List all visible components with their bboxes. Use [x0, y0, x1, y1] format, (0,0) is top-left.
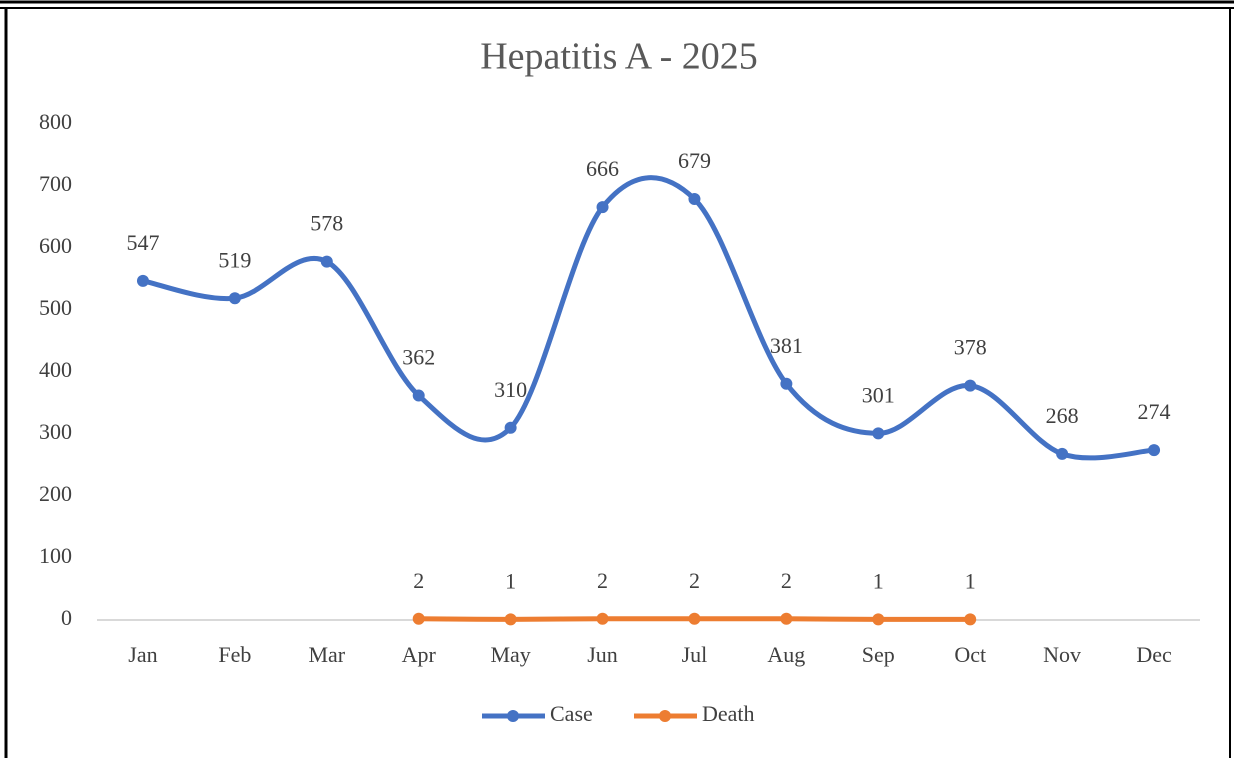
- data-label: 381: [770, 333, 803, 358]
- data-point: [596, 201, 609, 214]
- y-tick-label: 800: [39, 109, 72, 134]
- data-label: 362: [402, 345, 435, 370]
- data-point: [504, 421, 517, 434]
- data-point: [136, 274, 149, 287]
- data-label: 2: [689, 568, 700, 593]
- data-point: [688, 612, 701, 625]
- x-tick-label: May: [490, 642, 530, 667]
- data-label: 578: [310, 211, 343, 236]
- x-tick-label: Sep: [862, 642, 895, 667]
- data-point: [412, 612, 425, 625]
- legend-marker: [659, 710, 671, 722]
- y-tick-label: 700: [39, 171, 72, 196]
- x-tick-label: Jun: [587, 642, 618, 667]
- data-point: [964, 613, 977, 626]
- y-tick-label: 600: [39, 233, 72, 258]
- data-label: 2: [597, 568, 608, 593]
- x-tick-label: Feb: [218, 642, 251, 667]
- y-tick-label: 400: [39, 357, 72, 382]
- x-tick-label: Nov: [1043, 642, 1081, 667]
- data-point: [504, 613, 517, 626]
- data-label: 310: [494, 377, 527, 402]
- x-tick-label: Aug: [767, 642, 805, 667]
- legend-label: Case: [550, 701, 593, 726]
- data-point: [412, 389, 425, 402]
- legend-marker: [507, 710, 519, 722]
- data-label: 1: [965, 568, 976, 593]
- x-tick-label: Mar: [308, 642, 345, 667]
- x-tick-label: Jan: [128, 642, 157, 667]
- data-label: 2: [413, 568, 424, 593]
- data-point: [1148, 444, 1161, 457]
- data-point: [688, 193, 701, 206]
- x-tick-label: Oct: [954, 642, 986, 667]
- data-point: [320, 255, 333, 268]
- y-tick-label: 0: [61, 605, 72, 630]
- data-label: 301: [862, 382, 895, 407]
- data-label: 547: [126, 230, 159, 255]
- x-tick-label: Apr: [402, 642, 437, 667]
- data-label: 1: [505, 568, 516, 593]
- y-tick-label: 200: [39, 481, 72, 506]
- x-tick-label: Dec: [1136, 642, 1172, 667]
- data-point: [228, 292, 241, 305]
- data-label: 378: [954, 335, 987, 360]
- data-point: [780, 612, 793, 625]
- data-point: [872, 613, 885, 626]
- y-tick-label: 300: [39, 419, 72, 444]
- data-label: 666: [586, 156, 619, 181]
- chart-title: Hepatitis A - 2025: [480, 36, 758, 78]
- data-label: 679: [678, 148, 711, 173]
- y-tick-label: 500: [39, 295, 72, 320]
- data-point: [964, 379, 977, 392]
- data-label: 519: [218, 247, 251, 272]
- data-point: [780, 377, 793, 390]
- data-label: 1: [873, 568, 884, 593]
- legend-label: Death: [702, 701, 755, 726]
- data-point: [872, 427, 885, 440]
- data-point: [596, 612, 609, 625]
- data-label: 274: [1138, 399, 1171, 424]
- y-tick-label: 100: [39, 543, 72, 568]
- x-tick-label: Jul: [682, 642, 708, 667]
- data-point: [1056, 447, 1069, 460]
- data-label: 2: [781, 568, 792, 593]
- data-label: 268: [1046, 403, 1079, 428]
